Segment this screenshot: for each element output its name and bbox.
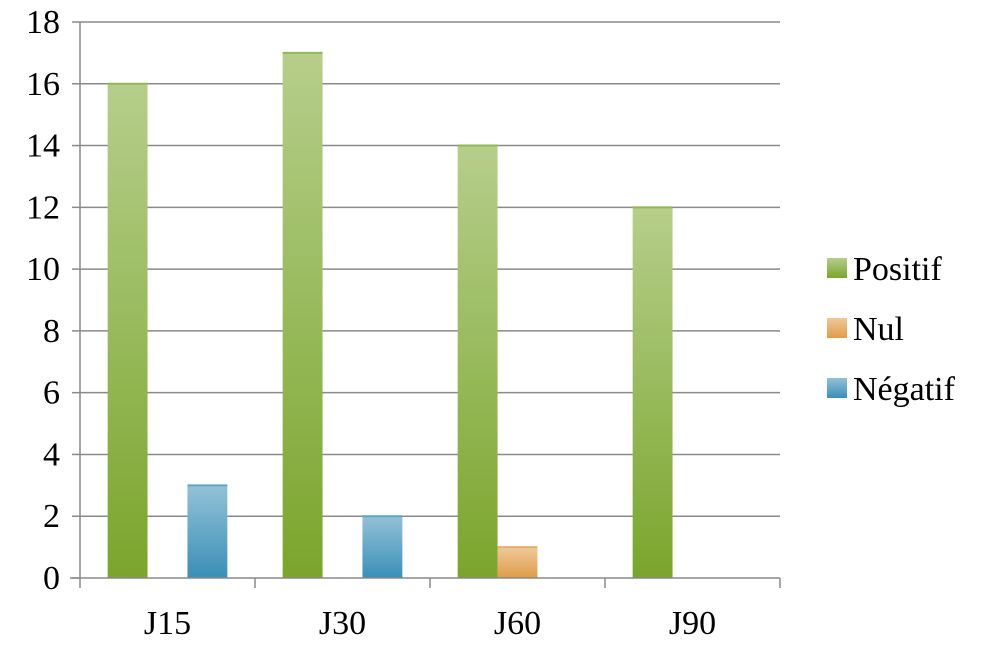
y-tick-label: 14 (26, 128, 60, 165)
y-tick-label: 18 (26, 4, 60, 41)
y-tick-label: 8 (43, 313, 60, 350)
bar-positif-j90 (632, 207, 673, 579)
y-tick-label: 10 (26, 251, 60, 288)
bar-n-gatif-j30 (362, 516, 403, 578)
bar-positif-j30 (282, 52, 323, 578)
y-tick-label: 0 (43, 560, 60, 597)
legend-label: Nul (853, 311, 904, 348)
x-tick-label: J60 (494, 605, 541, 642)
legend-label: Négatif (853, 371, 956, 408)
y-tick-label: 4 (43, 436, 60, 473)
bar-positif-j15 (107, 83, 148, 579)
x-tick-label: J30 (319, 605, 366, 642)
y-tick-label: 16 (26, 66, 60, 103)
legend-swatch (827, 378, 847, 398)
legend-label: Positif (853, 251, 942, 288)
legend-swatch (827, 258, 847, 278)
y-tick-label: 12 (26, 189, 60, 226)
y-tick-label: 6 (43, 375, 60, 412)
bar-positif-j60 (457, 145, 498, 579)
x-tick-label: J15 (144, 605, 191, 642)
x-axis-tick-labels: J15 J30 J60 J90 (144, 605, 716, 642)
bar-n-gatif-j15 (187, 485, 228, 578)
gridlines (80, 21, 780, 517)
y-tick-label: 2 (43, 498, 60, 535)
legend: Positif Nul Négatif (827, 251, 956, 408)
bar-nul-j60 (497, 547, 538, 578)
legend-swatch (827, 318, 847, 338)
axes (70, 21, 781, 588)
bars (107, 51, 673, 579)
y-axis-tick-labels: 0 2 4 6 8 10 12 14 16 18 (26, 4, 60, 597)
x-tick-label: J90 (669, 605, 716, 642)
